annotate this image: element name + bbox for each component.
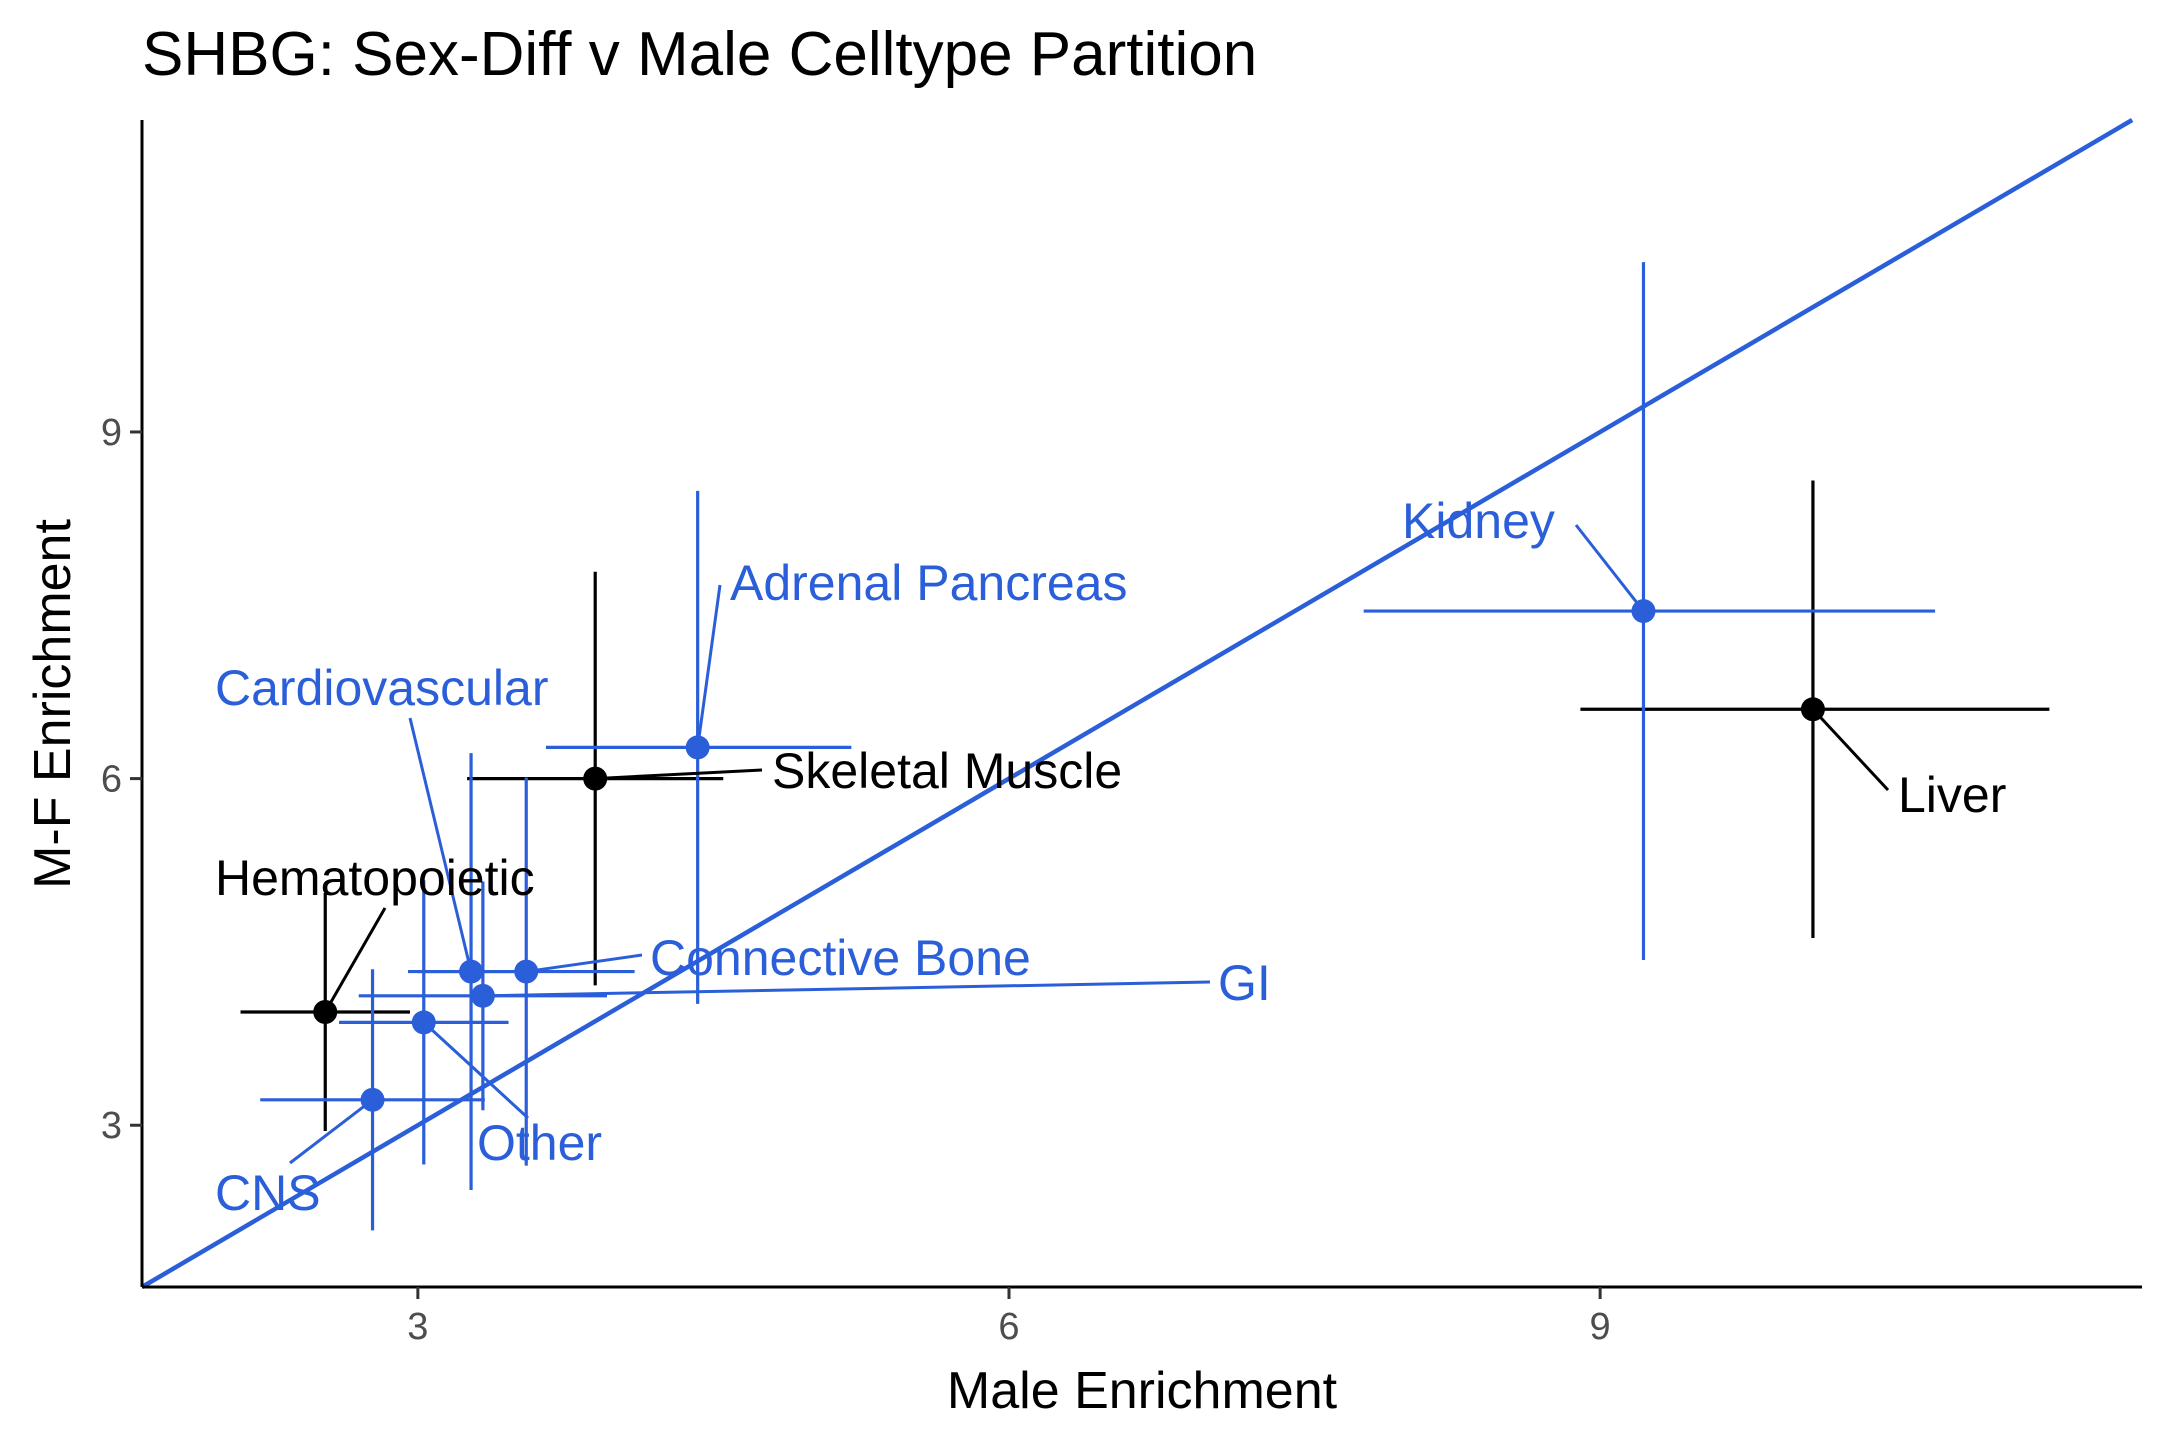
leader-adrenal-pancreas bbox=[696, 584, 722, 748]
leader-skeletal-muscle bbox=[595, 768, 763, 781]
label-kidney: Kidney bbox=[1402, 493, 1555, 549]
label-skeletal-muscle: Skeletal Muscle bbox=[772, 743, 1122, 799]
identity-line bbox=[140, 118, 2134, 1289]
leader-connective-bone bbox=[526, 953, 643, 974]
y-tick-label: 6 bbox=[101, 759, 122, 801]
y-tick-label: 3 bbox=[101, 1105, 122, 1147]
leader-kidney bbox=[1574, 524, 1645, 612]
leader-liver bbox=[1811, 708, 1890, 792]
x-tick-label: 3 bbox=[407, 1306, 428, 1348]
label-liver: Liver bbox=[1898, 767, 2006, 823]
label-adrenal-pancreas: Adrenal Pancreas bbox=[730, 555, 1127, 611]
leader-hematopoietic bbox=[323, 907, 387, 1013]
x-tick-label: 6 bbox=[998, 1306, 1019, 1348]
label-cns: CNS bbox=[215, 1165, 321, 1221]
label-connective-bone: Connective Bone bbox=[650, 930, 1031, 986]
chart-title: SHBG: Sex-Diff v Male Celltype Partition bbox=[142, 20, 1257, 89]
leader-cardiovascular bbox=[408, 717, 473, 972]
label-other: Other bbox=[477, 1115, 602, 1171]
y-axis-title: M-F Enrichment bbox=[24, 519, 82, 889]
leader-other bbox=[422, 1021, 530, 1120]
label-cardiovascular: Cardiovascular bbox=[215, 660, 548, 716]
y-tick-label: 9 bbox=[101, 412, 122, 454]
label-gi: GI bbox=[1218, 955, 1271, 1011]
x-axis-title: Male Enrichment bbox=[947, 1362, 1338, 1420]
label-hematopoietic: Hematopoietic bbox=[215, 850, 535, 906]
x-tick-label: 9 bbox=[1590, 1306, 1611, 1348]
leader-gi bbox=[482, 980, 1211, 998]
leader-cns bbox=[289, 1098, 374, 1165]
